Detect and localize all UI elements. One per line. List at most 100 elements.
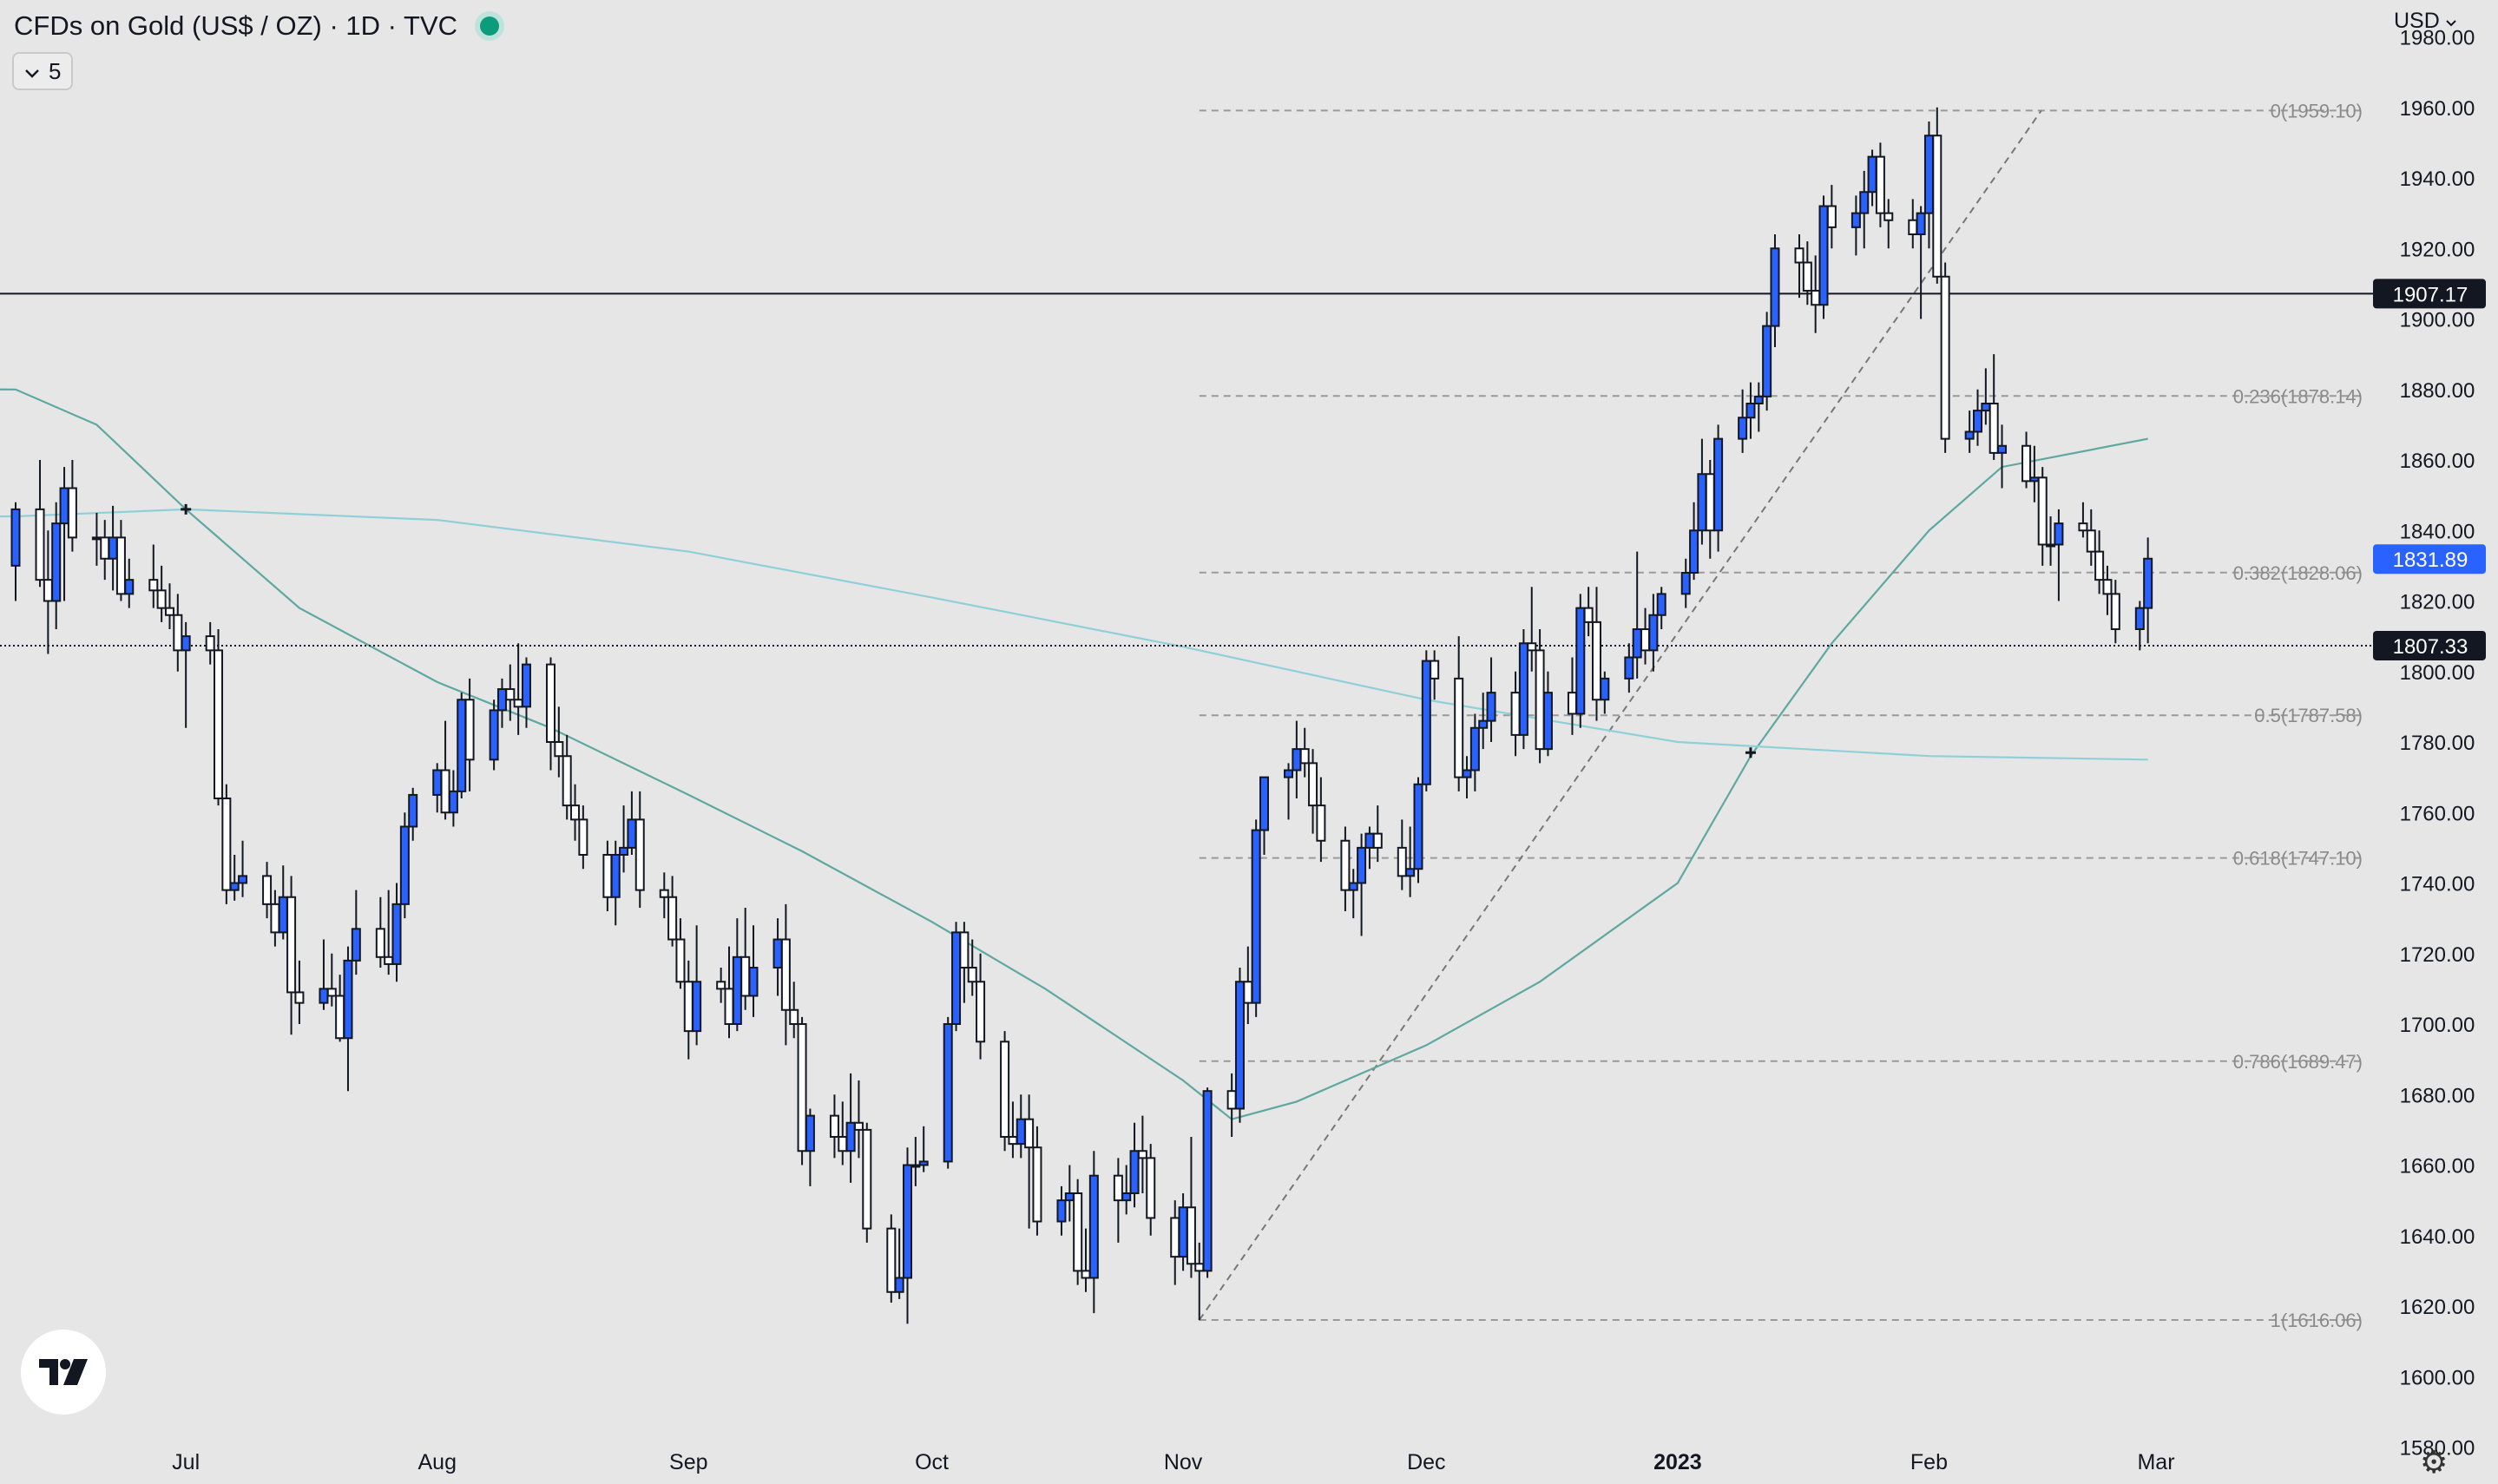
candle-body [610, 854, 621, 898]
candle [692, 925, 702, 1046]
chevron-down-icon [24, 58, 40, 85]
last-price-label: 1831.89 [2393, 548, 2468, 572]
candle-body [489, 709, 499, 761]
candle-body [1932, 135, 1943, 278]
candle [724, 946, 734, 1039]
candle-body [1259, 776, 1269, 831]
candle-body [1056, 1199, 1067, 1223]
candle-body [2021, 444, 2032, 483]
candle-body [1973, 410, 1982, 433]
candle-body [1923, 135, 1934, 214]
candle [1575, 594, 1586, 728]
candle [1064, 1165, 1075, 1222]
candle [1964, 410, 1975, 453]
candle [894, 1228, 904, 1299]
candle [748, 925, 759, 1017]
fibonacci-retracement[interactable]: 0(1959.10) 0.236(1878.14) 0.382(1828.06) 0.… [1198, 100, 2364, 1331]
candle [408, 787, 418, 841]
candle [1762, 312, 1772, 411]
candle [1850, 195, 1861, 256]
candle [1818, 195, 1829, 319]
candle-body [343, 959, 353, 1040]
candle [634, 791, 645, 908]
time-tick-label: Mar [2137, 1450, 2174, 1474]
candlestick-series[interactable]: 1831.89 [10, 107, 2487, 1324]
candle-body [432, 769, 443, 796]
candle-body [1575, 607, 1586, 715]
candle-body [716, 981, 726, 990]
settings-gear-icon[interactable]: ⚙ [2420, 1444, 2449, 1480]
candle-body [1000, 1041, 1010, 1138]
price-line-label: 1907.17 [2393, 283, 2468, 306]
candle-body [1964, 430, 1975, 440]
candle-body [1113, 1174, 1123, 1202]
candle [1348, 869, 1358, 919]
candle-body [229, 882, 240, 891]
candle-body [408, 793, 418, 828]
candle [1113, 1158, 1123, 1243]
candle-body [1357, 846, 1367, 884]
candle [156, 565, 167, 622]
candle-body [667, 896, 678, 941]
symbol-title[interactable]: CFDs on Gold (US$ / OZ) · 1D · TVC [14, 10, 458, 41]
candle [91, 512, 102, 566]
candle [1867, 149, 1877, 207]
candle-body [1591, 621, 1601, 701]
candle-body [1542, 692, 1553, 751]
candle [1510, 671, 1521, 757]
candle-body [1170, 1217, 1180, 1258]
time-axis[interactable]: Jul Aug Sep Oct Nov Dec 2023 Feb Mar [172, 1450, 2174, 1474]
candle-body [1762, 325, 1772, 397]
fib-level-label: 0.618(1747.10) [2233, 848, 2363, 870]
candle [683, 960, 694, 1060]
candle [521, 657, 531, 728]
candle [1940, 262, 1950, 453]
price-tick-label: 1660.00 [2400, 1155, 2475, 1179]
candle [1794, 234, 1804, 299]
candle-body [1178, 1206, 1188, 1258]
candle-body [797, 1023, 807, 1152]
candle [124, 558, 135, 608]
candle [1680, 558, 1691, 608]
candle [959, 922, 970, 1003]
candle-body [1689, 529, 1699, 574]
candle-body [1738, 417, 1748, 440]
price-tick-label: 1740.00 [2400, 873, 2475, 896]
candle [1973, 389, 1982, 446]
candle [457, 693, 467, 798]
tradingview-logo[interactable] [21, 1330, 106, 1415]
candle-body [148, 579, 159, 592]
candle-body [1194, 1263, 1205, 1272]
candle [1770, 234, 1780, 347]
fib-level-label: 1(1616.06) [2271, 1310, 2363, 1331]
currency-selector[interactable]: USD [2394, 9, 2456, 34]
candle [1462, 756, 1472, 798]
candle [1989, 354, 1999, 460]
candle-body [943, 1023, 953, 1163]
candle [659, 872, 669, 919]
indicators-toggle-button[interactable]: 5 [12, 52, 74, 90]
price-axis[interactable]: 1580.00 1600.00 1620.00 1640.00 1660.00 1680.… [2400, 27, 2475, 1461]
candle [1478, 693, 1489, 750]
candle [1178, 1193, 1188, 1271]
candle [43, 530, 53, 654]
candle-body [10, 508, 21, 567]
candle-body [1867, 155, 1877, 194]
candle [1081, 1228, 1091, 1292]
candle [1697, 438, 1707, 545]
candle-body [1794, 247, 1804, 264]
candle-body [1146, 1157, 1156, 1219]
candle [59, 467, 69, 601]
candle [229, 855, 240, 901]
candle [1713, 424, 1724, 552]
horizontal-lines[interactable]: 1907.17 1807.33 [0, 279, 2486, 660]
candle [675, 918, 686, 989]
ma-cross-marker [181, 503, 192, 515]
price-tick-label: 1960.00 [2400, 97, 2475, 121]
candle-body [2102, 579, 2113, 595]
candle-body [805, 1114, 815, 1152]
candle [1299, 727, 1310, 778]
candle-body [1518, 642, 1528, 736]
candle-body [562, 755, 572, 807]
